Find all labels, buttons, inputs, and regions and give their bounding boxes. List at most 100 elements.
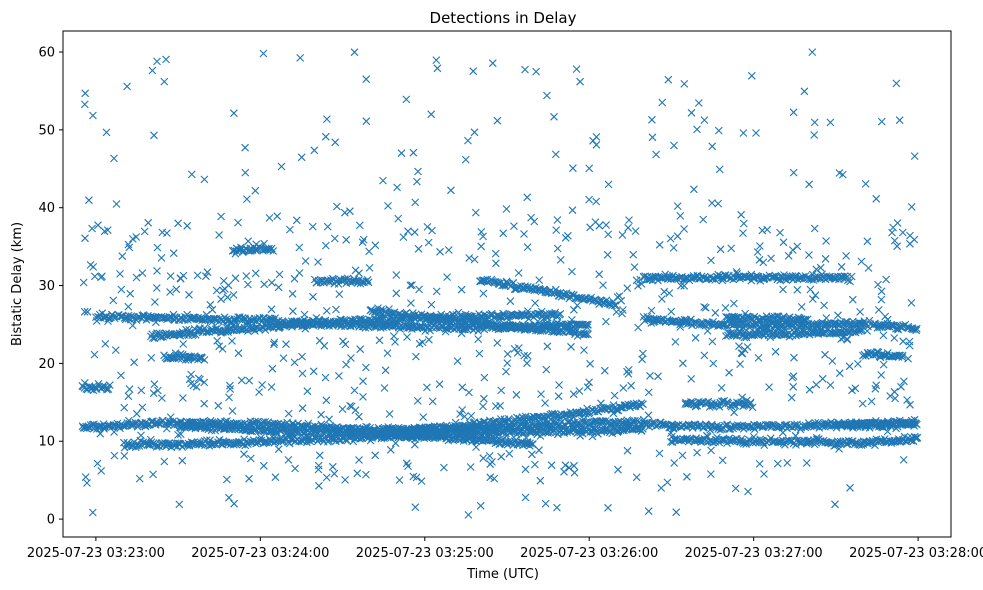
detection-marker (867, 419, 875, 428)
detection-marker (654, 372, 662, 381)
detection-marker (494, 436, 502, 444)
detection-marker (443, 273, 451, 281)
detection-marker (609, 409, 618, 418)
detection-marker (714, 126, 723, 135)
detection-marker (471, 421, 479, 430)
detection-marker (759, 258, 768, 267)
detection-marker (637, 427, 646, 435)
detection-marker (877, 295, 886, 304)
detection-marker (381, 366, 390, 375)
detection-marker (510, 345, 519, 353)
detection-marker (90, 350, 99, 359)
y-axis-label: Bistatic Delay (km) (10, 222, 25, 346)
detection-marker (912, 326, 921, 335)
detection-marker (226, 381, 234, 390)
detection-marker (185, 290, 193, 299)
detection-marker (670, 459, 679, 467)
detection-marker (584, 330, 592, 339)
detection-marker (632, 276, 641, 285)
detection-marker (603, 250, 612, 259)
detection-marker (839, 333, 848, 342)
detection-marker (323, 115, 331, 123)
detection-marker (877, 287, 886, 296)
detection-marker (894, 325, 902, 334)
detection-marker (432, 287, 441, 296)
detection-marker (611, 301, 620, 309)
detection-marker (601, 425, 610, 434)
detection-marker (637, 280, 646, 288)
detection-marker (479, 402, 487, 411)
detection-marker (379, 176, 387, 185)
detection-marker (435, 380, 444, 389)
detection-marker (646, 371, 654, 380)
detection-marker (208, 305, 217, 314)
detection-marker (89, 111, 97, 120)
detection-marker (80, 307, 89, 316)
detection-marker (469, 67, 478, 76)
detection-marker (206, 416, 215, 425)
detection-marker (879, 360, 888, 369)
detection-marker (380, 384, 389, 392)
detection-marker (110, 428, 118, 436)
detection-marker (863, 237, 872, 246)
detection-marker (653, 316, 661, 325)
detection-marker (625, 216, 633, 224)
detection-marker (385, 305, 393, 313)
detection-marker (845, 419, 854, 427)
detection-marker (575, 387, 584, 395)
detection-marker (488, 59, 497, 68)
detection-marker (783, 459, 792, 467)
detection-marker (858, 399, 867, 408)
detection-marker (194, 374, 203, 383)
detection-marker (780, 271, 788, 279)
detection-marker (569, 390, 578, 399)
detection-marker (603, 299, 612, 308)
detection-marker (138, 269, 147, 277)
detection-marker (193, 271, 202, 280)
detection-marker (528, 450, 536, 459)
detection-marker (879, 331, 888, 340)
detection-marker (260, 239, 268, 248)
detection-marker (913, 433, 922, 442)
y-tick-label: 20 (38, 357, 55, 372)
detection-marker (468, 431, 477, 440)
detection-marker (893, 219, 902, 227)
detection-marker (739, 129, 748, 137)
detection-marker (196, 324, 204, 333)
detection-marker (867, 397, 876, 406)
detection-marker (474, 335, 483, 343)
detection-marker (415, 285, 423, 294)
detection-marker (440, 463, 448, 472)
detection-marker (682, 316, 691, 324)
detection-marker (677, 281, 685, 290)
detection-marker (274, 283, 283, 292)
detection-marker (530, 217, 539, 226)
detection-marker (619, 306, 627, 314)
detection-marker (588, 432, 597, 441)
detection-marker (502, 205, 511, 213)
detection-marker (128, 235, 137, 243)
detection-marker (459, 433, 468, 442)
detection-marker (289, 307, 297, 316)
detection-marker (80, 379, 89, 387)
detection-marker (436, 247, 444, 256)
detection-marker (806, 285, 815, 294)
detection-marker (701, 303, 710, 312)
detection-marker (83, 307, 92, 316)
detection-marker (376, 314, 385, 323)
detection-marker (125, 243, 134, 252)
detection-marker (847, 272, 856, 281)
detection-marker (397, 149, 406, 158)
detection-marker (544, 417, 553, 426)
detection-marker (857, 326, 865, 335)
detection-marker (297, 153, 306, 162)
detection-marker (214, 401, 223, 410)
detection-marker (124, 392, 133, 401)
detection-marker (705, 320, 714, 328)
detection-marker (513, 348, 522, 357)
detection-marker (362, 75, 371, 84)
detection-marker (128, 321, 137, 330)
detection-marker (257, 433, 265, 442)
detection-marker (179, 340, 188, 348)
detection-marker (702, 431, 711, 440)
